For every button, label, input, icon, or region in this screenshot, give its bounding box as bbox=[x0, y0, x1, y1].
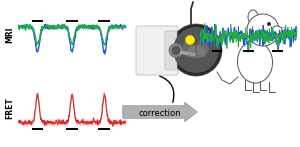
Circle shape bbox=[170, 24, 222, 76]
FancyBboxPatch shape bbox=[165, 31, 177, 70]
Ellipse shape bbox=[238, 41, 272, 83]
Circle shape bbox=[185, 35, 194, 45]
Text: correction: correction bbox=[139, 108, 181, 117]
Text: FRET: FRET bbox=[5, 97, 14, 119]
Ellipse shape bbox=[272, 26, 282, 34]
Circle shape bbox=[173, 27, 219, 73]
FancyArrowPatch shape bbox=[123, 102, 197, 122]
Text: MRI: MRI bbox=[5, 27, 14, 43]
Ellipse shape bbox=[197, 39, 209, 57]
Circle shape bbox=[267, 22, 271, 26]
Ellipse shape bbox=[248, 10, 258, 24]
Circle shape bbox=[172, 46, 181, 55]
Circle shape bbox=[169, 44, 183, 57]
FancyBboxPatch shape bbox=[136, 26, 178, 75]
Circle shape bbox=[247, 14, 279, 46]
Ellipse shape bbox=[187, 46, 205, 59]
Ellipse shape bbox=[183, 39, 195, 57]
